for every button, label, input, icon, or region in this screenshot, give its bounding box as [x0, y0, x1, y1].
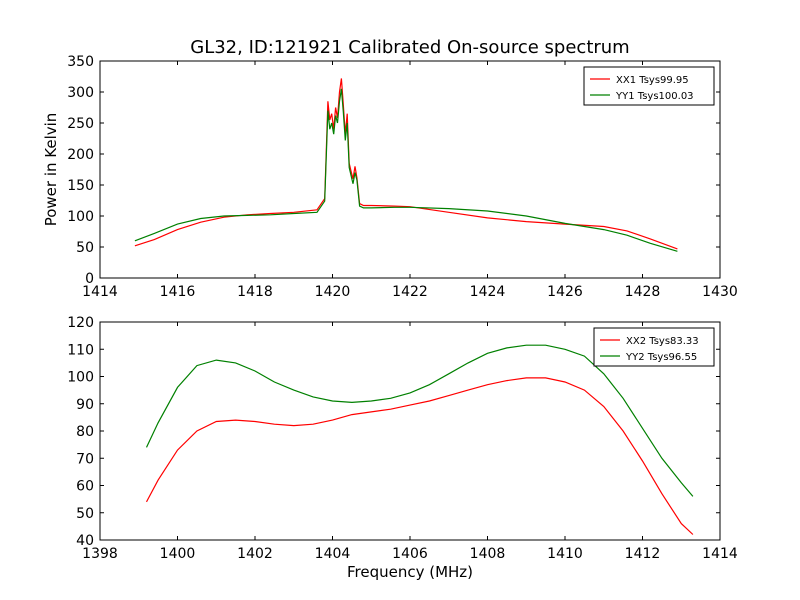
bottom-y-tick-label: 120 — [67, 315, 94, 331]
bottom-y-tick-label: 50 — [76, 506, 94, 522]
bottom-y-tick-label: 40 — [76, 533, 94, 549]
top-x-tick-label: 1430 — [702, 284, 738, 300]
bottom-y-tick-label: 70 — [76, 451, 94, 467]
top-x-tick-label: 1428 — [625, 284, 661, 300]
top-legend: XX1 Tsys99.95 YY1 Tsys100.03 — [583, 66, 715, 106]
bottom-x-tick-label: 1412 — [625, 546, 661, 562]
bottom-plot: 1398 1400 1402 1404 1406 1408 1410 1412 1414 40 50… — [67, 315, 738, 581]
top-x-tick-label: 1418 — [237, 284, 273, 300]
top-x-tick-label: 1420 — [315, 284, 351, 300]
bottom-x-tick-label: 1406 — [392, 546, 428, 562]
bottom-y-tick-label: 60 — [76, 479, 94, 495]
bottom-series-xx2-line — [145, 377, 694, 535]
bottom-y-tick-label: 110 — [67, 342, 94, 358]
top-y-tick-label: 0 — [85, 271, 94, 287]
bottom-x-tick-label: 1410 — [547, 546, 583, 562]
bottom-y-tick-label: 100 — [67, 370, 94, 386]
top-legend-entry: XX1 Tsys99.95 — [616, 75, 689, 86]
bottom-legend-box — [593, 327, 715, 367]
bottom-legend: XX2 Tsys83.33 YY2 Tsys96.55 — [593, 327, 715, 367]
bottom-x-tick-label: 1398 — [82, 546, 118, 562]
bottom-y-tick-label: 90 — [76, 397, 94, 413]
top-y-tick-label: 50 — [76, 240, 94, 256]
bottom-x-tick-label: 1400 — [160, 546, 196, 562]
top-x-tick-label: 1426 — [547, 284, 583, 300]
top-x-tick-label: 1414 — [82, 284, 118, 300]
bottom-x-axis-label: Frequency (MHz) — [347, 563, 473, 581]
top-x-tick-label: 1424 — [470, 284, 506, 300]
top-y-axis-label: Power in Kelvin — [42, 113, 60, 227]
top-y-tick-label: 200 — [67, 147, 94, 163]
top-y-tick-label: 250 — [67, 116, 94, 132]
top-x-tick-label: 1422 — [392, 284, 428, 300]
top-series-yy1-line — [134, 88, 678, 252]
top-plot: 1414 1416 1418 1420 1422 1424 1426 1428 1430 0 50 1… — [42, 54, 738, 300]
top-y-tick-label: 100 — [67, 209, 94, 225]
top-legend-entry: YY1 Tsys100.03 — [615, 91, 694, 102]
top-legend-box — [583, 66, 715, 106]
bottom-legend-entry: XX2 Tsys83.33 — [626, 336, 699, 347]
top-y-tick-label: 300 — [67, 85, 94, 101]
bottom-y-tick-label: 80 — [76, 424, 94, 440]
top-y-tick-label: 350 — [67, 54, 94, 70]
bottom-legend-entry: YY2 Tsys96.55 — [625, 352, 697, 363]
bottom-series-yy2-line — [145, 344, 694, 497]
chart-title: GL32, ID:121921 Calibrated On-source spe… — [190, 37, 629, 58]
top-x-tick-label: 1416 — [160, 284, 196, 300]
bottom-x-tick-label: 1414 — [702, 546, 738, 562]
top-y-tick-label: 150 — [67, 178, 94, 194]
bottom-x-tick-label: 1408 — [470, 546, 506, 562]
bottom-x-tick-label: 1402 — [237, 546, 273, 562]
bottom-x-tick-label: 1404 — [315, 546, 351, 562]
